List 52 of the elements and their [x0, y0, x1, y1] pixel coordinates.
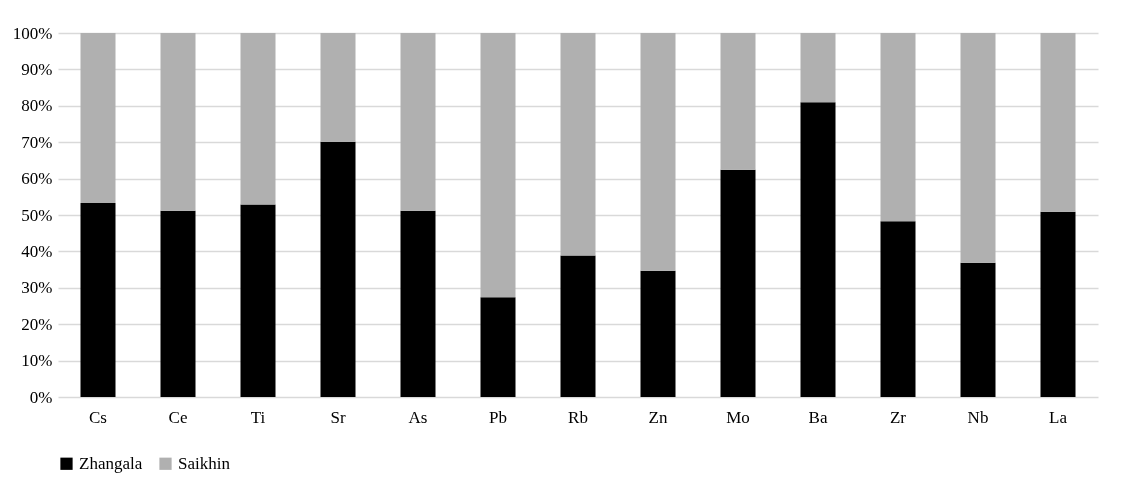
- y-tick-label: 30%: [21, 278, 53, 298]
- bar: [640, 33, 676, 271]
- bar: [80, 33, 116, 203]
- y-tick-label: 40%: [21, 241, 53, 261]
- bar: [320, 33, 356, 142]
- x-tick-label: Ti: [250, 407, 266, 427]
- legend-label: Saikhin: [178, 453, 231, 473]
- bar: [400, 33, 436, 211]
- y-tick-label: 60%: [21, 169, 53, 189]
- y-tick-label: 0%: [29, 387, 53, 407]
- x-tick-label: Pb: [489, 407, 507, 427]
- bar: [400, 210, 436, 397]
- bar: [240, 204, 276, 397]
- bar: [560, 33, 596, 256]
- bar: [960, 33, 996, 263]
- bar: [640, 270, 676, 397]
- bar: [560, 255, 596, 397]
- x-tick-label: Zn: [648, 407, 668, 427]
- bar: [1040, 211, 1076, 397]
- bar: [160, 33, 196, 211]
- y-tick-label: 10%: [21, 351, 53, 371]
- y-tick-label: 90%: [21, 59, 53, 79]
- y-tick-label: 100%: [12, 23, 53, 43]
- x-tick-label: Cs: [89, 407, 107, 427]
- x-tick-label: La: [1049, 407, 1068, 427]
- bar: [80, 202, 116, 397]
- bar: [480, 297, 516, 397]
- x-tick-label: As: [408, 407, 428, 427]
- x-tick-label: Ba: [808, 407, 828, 427]
- bar: [880, 221, 916, 397]
- bar: [480, 33, 516, 298]
- x-tick-label: Sr: [330, 407, 346, 427]
- bar: [800, 33, 836, 103]
- x-tick-label: Mo: [726, 407, 750, 427]
- x-tick-label: Ce: [168, 407, 188, 427]
- x-tick-label: Zr: [889, 407, 907, 427]
- bar: [160, 210, 196, 397]
- bar: [240, 33, 276, 205]
- legend-label: Zhangala: [79, 453, 143, 473]
- bar: [720, 169, 756, 397]
- bar: [320, 141, 356, 397]
- y-tick-label: 50%: [21, 205, 53, 225]
- bar: [1040, 33, 1076, 212]
- x-tick-label: Nb: [967, 407, 989, 427]
- bar: [880, 33, 916, 222]
- bar: [720, 33, 756, 170]
- y-tick-label: 80%: [21, 96, 53, 116]
- bar: [800, 102, 836, 397]
- y-tick-label: 20%: [21, 314, 53, 334]
- x-tick-label: Rb: [568, 407, 588, 427]
- y-tick-label: 70%: [21, 132, 53, 152]
- bar: [960, 262, 996, 397]
